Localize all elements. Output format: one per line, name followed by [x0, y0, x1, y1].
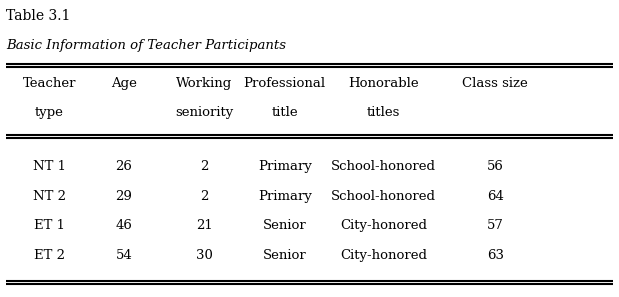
Text: NT 1: NT 1: [33, 160, 66, 173]
Text: School-honored: School-honored: [331, 160, 436, 173]
Text: Class size: Class size: [462, 77, 528, 90]
Text: Table 3.1: Table 3.1: [6, 9, 71, 23]
Text: Age: Age: [111, 77, 137, 90]
Text: 56: 56: [487, 160, 504, 173]
Text: ET 1: ET 1: [34, 219, 65, 232]
Text: Teacher: Teacher: [23, 77, 76, 90]
Text: 57: 57: [487, 219, 504, 232]
Text: NT 2: NT 2: [33, 189, 66, 203]
Text: 63: 63: [487, 249, 504, 262]
Text: 64: 64: [487, 189, 504, 203]
Text: School-honored: School-honored: [331, 189, 436, 203]
Text: 2: 2: [200, 160, 209, 173]
Text: Senior: Senior: [263, 249, 306, 262]
Text: 21: 21: [196, 219, 213, 232]
Text: Primary: Primary: [258, 160, 312, 173]
Text: Working: Working: [176, 77, 232, 90]
Text: 30: 30: [196, 249, 213, 262]
Text: City-honored: City-honored: [340, 249, 427, 262]
Text: 54: 54: [115, 249, 132, 262]
Text: type: type: [35, 106, 64, 119]
Text: Honorable: Honorable: [348, 77, 419, 90]
Text: 26: 26: [115, 160, 132, 173]
Text: Senior: Senior: [263, 219, 306, 232]
Text: title: title: [271, 106, 298, 119]
Text: 46: 46: [115, 219, 132, 232]
Text: titles: titles: [367, 106, 400, 119]
Text: 2: 2: [200, 189, 209, 203]
Text: City-honored: City-honored: [340, 219, 427, 232]
Text: Professional: Professional: [244, 77, 326, 90]
Text: 29: 29: [115, 189, 132, 203]
Text: seniority: seniority: [175, 106, 233, 119]
Text: Primary: Primary: [258, 189, 312, 203]
Text: Basic Information of Teacher Participants: Basic Information of Teacher Participant…: [6, 39, 286, 52]
Text: ET 2: ET 2: [34, 249, 65, 262]
